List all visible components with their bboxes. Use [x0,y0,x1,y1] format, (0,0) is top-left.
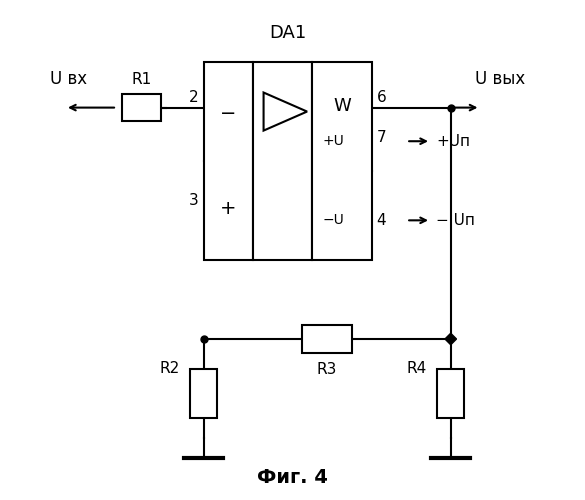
Text: −: − [220,104,236,123]
Text: R1: R1 [132,72,152,86]
Text: +: + [220,199,236,218]
Text: R2: R2 [160,361,180,376]
Bar [190,368,217,418]
Text: 3: 3 [189,193,198,208]
Text: W: W [333,96,351,114]
Text: R4: R4 [407,361,427,376]
Text: +Uп: +Uп [436,134,470,148]
Bar [312,62,371,260]
Text: 6: 6 [377,90,386,105]
Text: 7: 7 [377,130,386,145]
Text: 4: 4 [377,213,386,228]
Bar [253,62,312,260]
Text: U вх: U вх [50,70,87,88]
Text: U вых: U вых [476,70,526,88]
Text: +U: +U [322,134,344,148]
Text: −U: −U [322,214,344,228]
Polygon shape [445,333,456,345]
Bar [204,62,253,260]
Bar [122,94,161,121]
Text: 2: 2 [189,90,198,105]
Text: Фиг. 4: Фиг. 4 [257,468,328,487]
Bar [302,326,352,352]
Text: − Uп: − Uп [436,213,475,228]
Text: R3: R3 [317,362,338,378]
Text: DA1: DA1 [269,24,306,42]
Bar [437,368,464,418]
